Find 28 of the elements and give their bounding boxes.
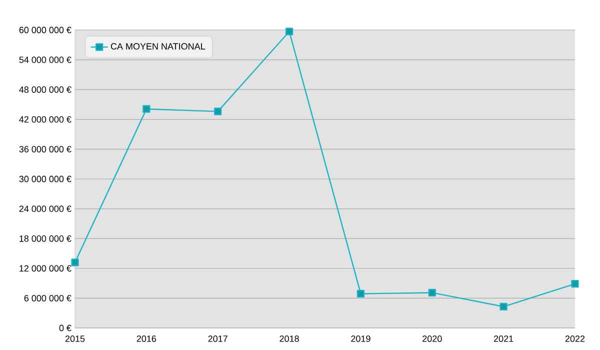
y-tick-label: 6 000 000 € bbox=[24, 294, 72, 302]
y-tick-label: 30 000 000 € bbox=[19, 176, 72, 182]
x-tick-label: 2017 bbox=[208, 336, 228, 342]
y-tick-label: 42 000 000 € bbox=[19, 116, 72, 123]
x-tick-label: 2015 bbox=[65, 336, 85, 342]
point bbox=[500, 302, 508, 310]
point bbox=[71, 258, 79, 266]
y-tick-label: 48 000 000 € bbox=[19, 86, 72, 93]
y-tick-label: 54 000 000 € bbox=[19, 56, 72, 63]
x-tick-label: 2021 bbox=[494, 336, 514, 342]
y-tick-label: 0 € bbox=[59, 324, 72, 332]
y-tick-label: 36 000 000 € bbox=[19, 146, 72, 152]
point bbox=[142, 105, 150, 113]
x-tick-label: 2019 bbox=[351, 336, 370, 342]
point bbox=[356, 290, 365, 298]
y-tick-label: 12 000 000 € bbox=[20, 265, 72, 272]
x-tick-label: 2016 bbox=[136, 336, 156, 342]
y-tick-label: 18 000 000 € bbox=[20, 235, 72, 242]
point bbox=[428, 288, 436, 297]
legend-label: CA MOYEN NATIONAL bbox=[110, 43, 206, 50]
point bbox=[214, 108, 222, 116]
y-tick-label: 60 000 000 € bbox=[19, 26, 72, 34]
x-tick-label: 2022 bbox=[565, 336, 585, 342]
x-tick-label: 2020 bbox=[422, 336, 442, 342]
point bbox=[285, 28, 294, 36]
x-tick-label: 2018 bbox=[280, 336, 299, 342]
point bbox=[571, 280, 579, 288]
y-tick-label: 24 000 000 € bbox=[19, 206, 72, 212]
